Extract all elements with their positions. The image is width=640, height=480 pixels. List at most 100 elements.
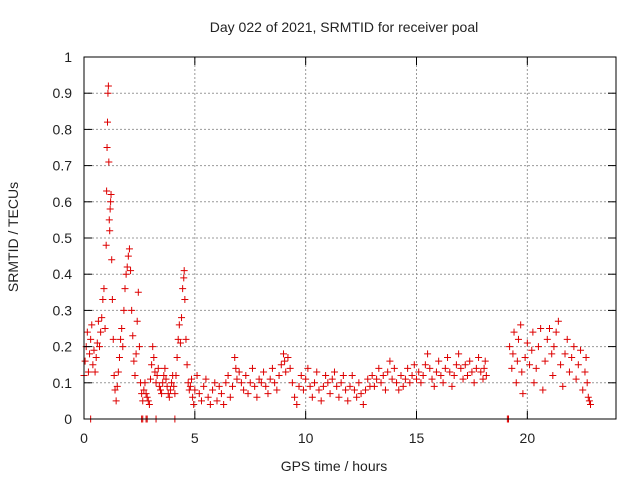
data-point <box>426 364 434 372</box>
data-point <box>233 375 241 383</box>
data-point <box>93 339 101 347</box>
data-point <box>106 227 114 235</box>
data-point <box>105 158 113 166</box>
data-point <box>297 372 305 380</box>
data-point <box>224 372 232 380</box>
data-point <box>466 357 474 365</box>
data-point <box>381 386 389 394</box>
data-point <box>384 368 392 376</box>
data-point <box>101 325 109 332</box>
data-point <box>568 353 576 361</box>
data-point <box>517 321 525 329</box>
data-point <box>202 375 210 383</box>
data-point <box>213 397 221 405</box>
data-point <box>83 328 91 336</box>
data-point <box>537 325 545 332</box>
data-point <box>262 382 270 390</box>
data-point <box>570 343 578 351</box>
data-point <box>506 343 514 351</box>
data-point <box>399 382 407 390</box>
data-point <box>107 191 115 199</box>
data-point <box>115 353 123 361</box>
data-point <box>248 364 256 372</box>
data-point <box>160 372 168 380</box>
data-point <box>417 379 425 387</box>
data-point <box>271 379 279 387</box>
data-point <box>99 296 107 304</box>
data-point <box>156 386 164 394</box>
data-point <box>552 328 560 336</box>
data-point <box>550 343 558 351</box>
data-point <box>106 205 114 213</box>
data-point <box>304 364 312 372</box>
data-point <box>563 335 571 343</box>
data-point <box>543 335 551 343</box>
data-point <box>108 296 116 304</box>
data-point <box>148 361 156 369</box>
data-point <box>308 393 316 401</box>
data-point <box>585 397 593 405</box>
data-point <box>337 379 345 387</box>
data-point <box>135 343 143 351</box>
data-point <box>159 379 167 387</box>
data-point <box>102 241 110 249</box>
data-point <box>546 325 553 332</box>
data-point <box>113 382 121 390</box>
data-point <box>479 375 487 383</box>
data-point <box>176 339 184 347</box>
data-point <box>142 390 150 398</box>
data-point <box>92 353 100 361</box>
data-point <box>534 343 542 351</box>
data-point <box>121 285 129 293</box>
data-point <box>195 390 203 398</box>
data-point <box>306 382 314 390</box>
data-point <box>455 350 463 358</box>
data-point <box>166 386 174 394</box>
data-point <box>180 267 188 275</box>
data-point <box>510 328 518 336</box>
data-point <box>291 393 299 401</box>
data-point <box>401 375 409 383</box>
data-point <box>246 379 254 387</box>
data-point <box>424 350 432 358</box>
data-point <box>229 382 237 390</box>
x-tick-label: 20 <box>520 430 536 446</box>
data-point <box>215 382 223 390</box>
data-point <box>105 216 113 224</box>
data-point <box>513 357 521 365</box>
data-point <box>319 382 327 390</box>
data-point <box>168 379 176 387</box>
data-point <box>582 353 590 361</box>
data-point <box>257 379 265 387</box>
data-point <box>119 343 127 351</box>
data-point <box>112 397 120 405</box>
data-point <box>226 393 234 401</box>
data-point <box>335 393 343 401</box>
data-point <box>430 382 438 390</box>
data-point <box>330 368 338 376</box>
y-tick-label: 0.3 <box>53 302 73 318</box>
data-point <box>150 353 158 361</box>
data-point <box>209 386 217 394</box>
data-point <box>410 361 418 369</box>
data-point <box>577 346 585 354</box>
data-point <box>104 89 112 97</box>
y-tick-label: 0.6 <box>53 194 73 210</box>
data-point <box>129 332 137 340</box>
data-point <box>140 386 148 394</box>
data-point <box>574 361 582 369</box>
data-point <box>87 335 95 343</box>
data-point <box>481 357 489 365</box>
data-point <box>211 379 219 387</box>
y-tick-label: 0.9 <box>53 85 73 101</box>
data-point <box>260 368 268 376</box>
data-point <box>153 372 161 380</box>
data-point <box>220 401 228 409</box>
data-point <box>432 368 440 376</box>
data-point <box>393 379 401 387</box>
data-point <box>255 375 263 383</box>
data-point <box>86 350 94 358</box>
data-point <box>444 353 452 361</box>
data-point <box>266 375 274 383</box>
data-point <box>350 386 358 394</box>
